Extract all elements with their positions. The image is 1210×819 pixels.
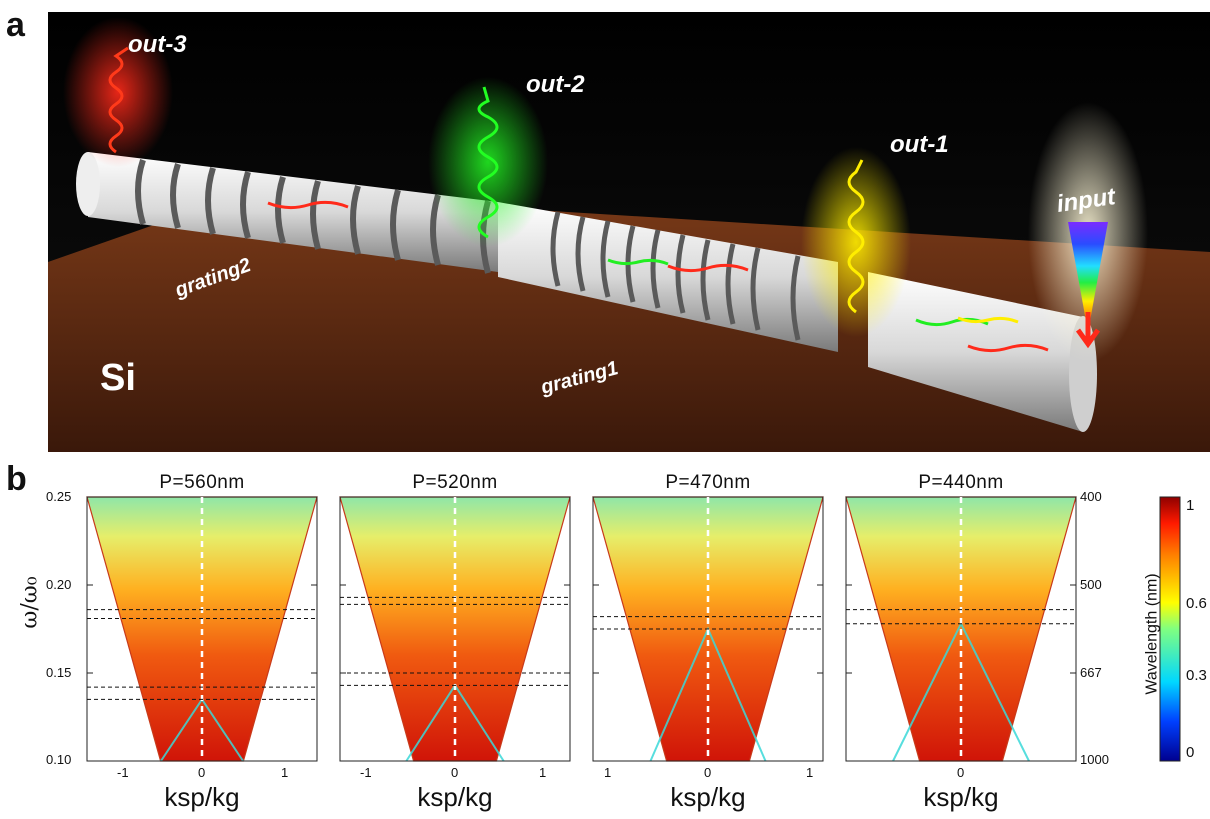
colorbar-tick-06: 0.6 [1186,595,1207,612]
si-label: Si [100,357,136,399]
x-tick: 1 [281,765,289,780]
panel-b-label: b [6,460,27,498]
x-tick: -1 [360,765,372,780]
plot-title-520: P=520nm [412,472,498,493]
colorbar-tick-0: 0 [1186,744,1195,761]
x-tick: 0 [704,765,712,780]
y-tick-025: 0.25 [46,489,72,504]
x-tick: 1 [539,765,547,780]
x-tick: 1 [806,765,814,780]
out2-wave [477,86,499,239]
waveguide-illustration: out-3 out-2 out-1 input grating2 grating… [48,12,1210,452]
plot-title-470: P=470nm [665,472,751,493]
out2-label: out-2 [526,71,585,98]
y-tick-020: 0.20 [46,577,72,592]
input-spectrum-icon [1068,222,1108,332]
si-substrate [48,192,1210,452]
x-tick: -1 [117,765,129,780]
colorbar-tick-03: 0.3 [1186,667,1207,684]
panel-a-label: a [6,6,25,44]
red-arrow-icon [267,200,349,210]
x-tick: 0 [198,765,206,780]
wl-tick-400: 400 [1080,489,1102,504]
wl-tick-500: 500 [1080,577,1102,592]
x-axis-label-560: ksp/kg [164,782,240,812]
wl-tick-1000: 1000 [1080,752,1109,767]
x-axis-label-470: ksp/kg [670,782,746,812]
plot-title-560: P=560nm [159,472,245,493]
y-tick-010: 0.10 [46,752,72,767]
y-tick-015: 0.15 [46,665,72,680]
out1-wave [847,159,865,314]
out1-label: out-1 [890,131,949,158]
wl-tick-667: 667 [1080,665,1102,680]
x-axis-label-440: ksp/kg [923,782,999,812]
x-tick: 0 [451,765,459,780]
colorbar-tick-1: 1 [1186,497,1195,514]
out3-label: out-3 [128,31,187,58]
x-tick: 0 [957,765,965,780]
x-axis-label-520: ksp/kg [417,782,493,812]
out3-wave [108,46,129,154]
plot-title-440: P=440nm [918,472,1004,493]
colorbar [1159,496,1181,762]
x-tick: 1 [604,765,612,780]
